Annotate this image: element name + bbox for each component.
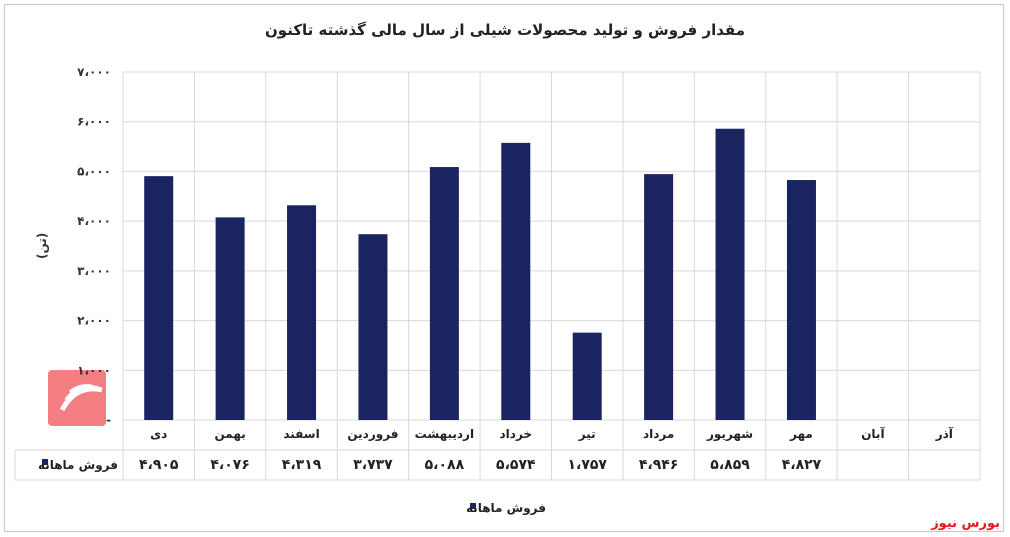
bar bbox=[358, 234, 388, 420]
bar bbox=[429, 167, 459, 420]
bar bbox=[786, 180, 816, 420]
legend: فروش ماهانه bbox=[466, 501, 546, 516]
table-row-header: فروش ماهانه bbox=[38, 458, 118, 473]
category-label: اردیبهشت bbox=[415, 427, 474, 441]
table-value: ۱،۷۵۷ bbox=[567, 457, 607, 473]
category-label: خرداد bbox=[500, 427, 533, 441]
bar bbox=[501, 142, 531, 420]
table-value: ۴،۳۱۹ bbox=[282, 457, 322, 473]
y-tick-label: ۲،۰۰۰ bbox=[77, 314, 111, 328]
table-value: ۳،۷۳۷ bbox=[353, 457, 393, 473]
category-label: اسفند bbox=[283, 427, 319, 441]
y-tick-label: ۱،۰۰۰ bbox=[77, 363, 111, 377]
table-value: ۴،۹۰۵ bbox=[139, 457, 179, 473]
logo-box bbox=[48, 370, 106, 426]
logo-watermark bbox=[48, 370, 106, 426]
chart-title: مقدار فروش و تولید محصولات شیلی از سال م… bbox=[265, 21, 745, 39]
table-value: ۴،۸۲۷ bbox=[782, 457, 822, 473]
category-labels: دی بهمن اسفند فروردین اردیبهشت خرداد تیر مرداد ش… bbox=[150, 426, 954, 442]
category-label: بهمن bbox=[214, 427, 245, 441]
table-value: ۵،۵۷۴ bbox=[496, 457, 536, 473]
category-label: مهر bbox=[789, 427, 813, 441]
category-label: فروردین bbox=[347, 427, 398, 442]
y-tick-label: - bbox=[106, 413, 111, 427]
y-tick-label: ۵،۰۰۰ bbox=[77, 164, 111, 178]
bar bbox=[644, 174, 674, 420]
bar bbox=[215, 217, 245, 420]
table-value: ۴،۰۷۶ bbox=[210, 457, 250, 473]
category-label: شهریور bbox=[706, 427, 753, 442]
table-value: ۵،۸۵۹ bbox=[710, 457, 750, 473]
category-label: تیر bbox=[578, 427, 596, 441]
table-legend-key bbox=[42, 459, 48, 465]
category-label: مرداد bbox=[643, 427, 674, 441]
y-tick-label: ۴،۰۰۰ bbox=[77, 214, 111, 228]
gridlines bbox=[14, 71, 981, 481]
watermark-text: بورس نیوز bbox=[931, 516, 1000, 531]
table-value: ۴،۹۴۶ bbox=[639, 457, 679, 473]
table-value: ۵،۰۸۸ bbox=[425, 457, 465, 473]
data-table: ۴،۹۰۵ ۴،۰۷۶ ۴،۳۱۹ ۳،۷۳۷ ۵،۰۸۸ ۵،۵۷۴ ۱،۷۵۷ ۴،۹۴۶… bbox=[38, 457, 822, 473]
category-label: دی bbox=[150, 427, 167, 441]
bar bbox=[572, 332, 602, 420]
category-label: آذر bbox=[935, 426, 954, 441]
y-tick-label: ۶،۰۰۰ bbox=[77, 115, 111, 129]
y-tick-labels: - ۱،۰۰۰ ۲،۰۰۰ ۳،۰۰۰ ۴،۰۰۰ ۵،۰۰۰ ۶،۰۰۰ ۷،۰۰۰ bbox=[77, 65, 111, 427]
category-label: آبان bbox=[861, 426, 885, 441]
y-tick-label: ۷،۰۰۰ bbox=[77, 65, 111, 79]
bar bbox=[287, 205, 317, 420]
bars bbox=[144, 128, 816, 420]
legend-label: فروش ماهانه bbox=[466, 501, 546, 516]
legend-key bbox=[470, 503, 476, 509]
bar bbox=[715, 128, 745, 420]
bar bbox=[144, 176, 174, 420]
y-tick-label: ۳،۰۰۰ bbox=[77, 264, 111, 278]
chart-frame bbox=[4, 4, 1004, 532]
